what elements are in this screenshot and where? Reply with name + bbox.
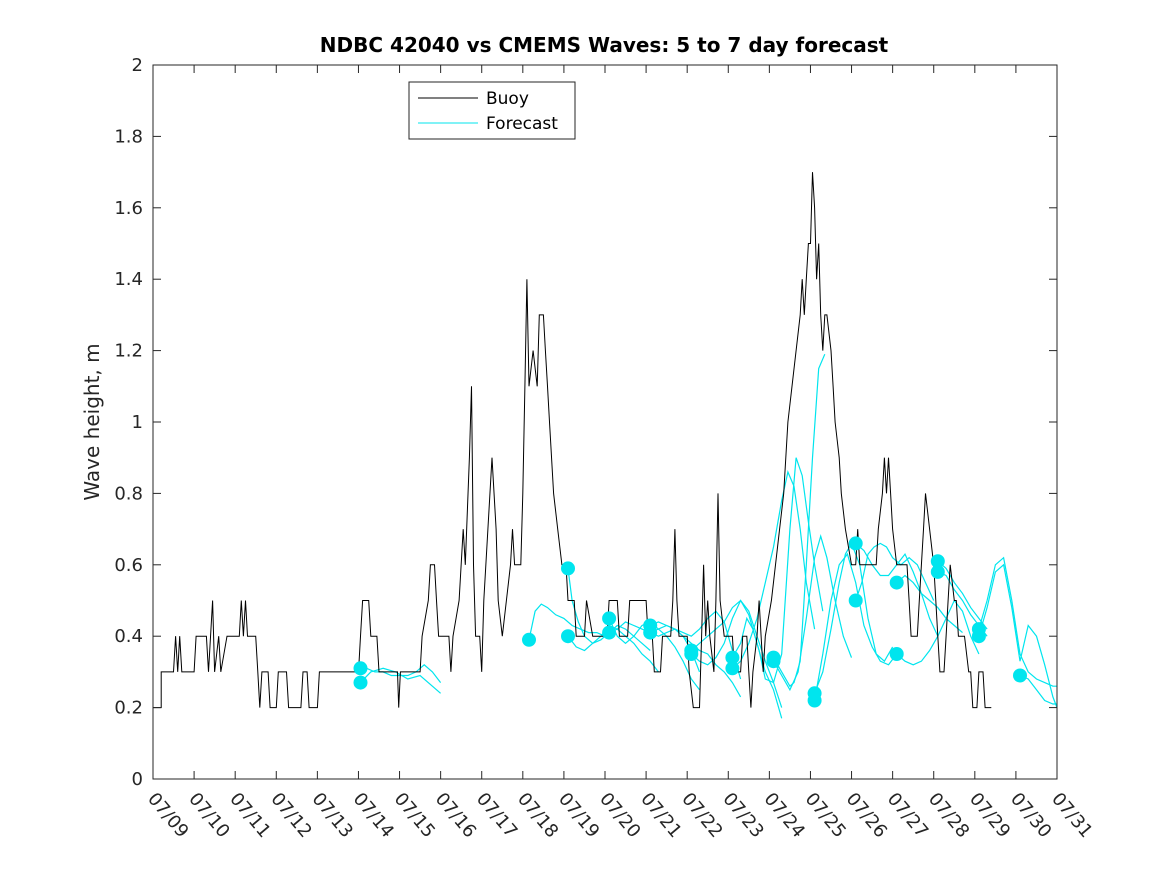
forecast-start-marker-5	[602, 611, 617, 626]
forecast-trace-23	[978, 556, 1057, 687]
y-tick-label-4: 0.8	[114, 483, 143, 504]
y-tick-label-1: 0.2	[114, 698, 143, 719]
forecast-start-marker-6	[602, 625, 617, 640]
forecast-start-marker-20	[889, 647, 904, 661]
forecast-trace-24	[978, 563, 1058, 708]
forecast-start-marker-12	[725, 661, 740, 676]
forecast-trace-17	[855, 542, 935, 601]
forecast-start-marker-3	[561, 561, 575, 576]
y-tick-label-2: 0.4	[114, 626, 143, 647]
forecast-trace-10	[690, 599, 783, 719]
forecast-start-marker-4	[561, 629, 575, 644]
y-tick-label-5: 1	[132, 412, 143, 433]
forecast-trace-7	[649, 610, 742, 680]
forecast-start-marker-1	[353, 675, 368, 690]
y-tick-label-10: 2	[132, 55, 143, 76]
legend-forecast-label: Forecast	[486, 114, 558, 134]
y-tick-label-8: 1.6	[114, 198, 143, 219]
y-tick-label-9: 1.8	[114, 126, 143, 147]
forecast-trace-14	[772, 534, 853, 692]
y-tick-label-0: 0	[132, 769, 143, 790]
forecast-start-marker-0	[353, 661, 368, 676]
forecast-start-marker-21	[930, 554, 945, 569]
forecast-start-marker-18	[848, 593, 863, 608]
forecast-start-marker-11	[725, 650, 740, 665]
buoy-line	[153, 172, 992, 709]
forecast-trace-1	[360, 667, 441, 694]
y-tick-label-7: 1.4	[114, 269, 143, 290]
forecast-start-marker-16	[807, 693, 822, 708]
forecast-trace-9	[690, 599, 783, 708]
forecast-trace-2	[528, 603, 614, 640]
forecast-start-marker-24	[971, 629, 986, 644]
forecast-trace-25	[1019, 674, 1057, 705]
forecast-start-marker-17	[848, 536, 863, 551]
forecast-start-marker-10	[684, 647, 699, 661]
forecast-start-marker-22	[930, 564, 945, 579]
forecast-trace-0	[360, 664, 442, 683]
legend: Buoy Forecast	[408, 81, 576, 140]
forecast-start-marker-14	[766, 654, 781, 669]
plot-area	[153, 65, 1057, 779]
forecast-trace-16	[814, 552, 898, 701]
chart-title: NDBC 42040 vs CMEMS Waves: 5 to 7 day fo…	[320, 33, 889, 57]
legend-box	[408, 81, 576, 140]
y-tick-label-3: 0.6	[114, 555, 143, 576]
y-axis-label: Wave height, m	[80, 343, 104, 500]
forecast-start-marker-8	[643, 625, 658, 640]
forecast-start-marker-19	[889, 575, 904, 590]
series-layer	[153, 172, 1058, 719]
forecast-trace-21	[937, 560, 988, 630]
forecast-start-marker-25	[1013, 668, 1027, 683]
forecast-start-marker-2	[522, 632, 536, 647]
legend-buoy-label: Buoy	[486, 89, 529, 109]
y-tick-label-6: 1.2	[114, 341, 143, 362]
